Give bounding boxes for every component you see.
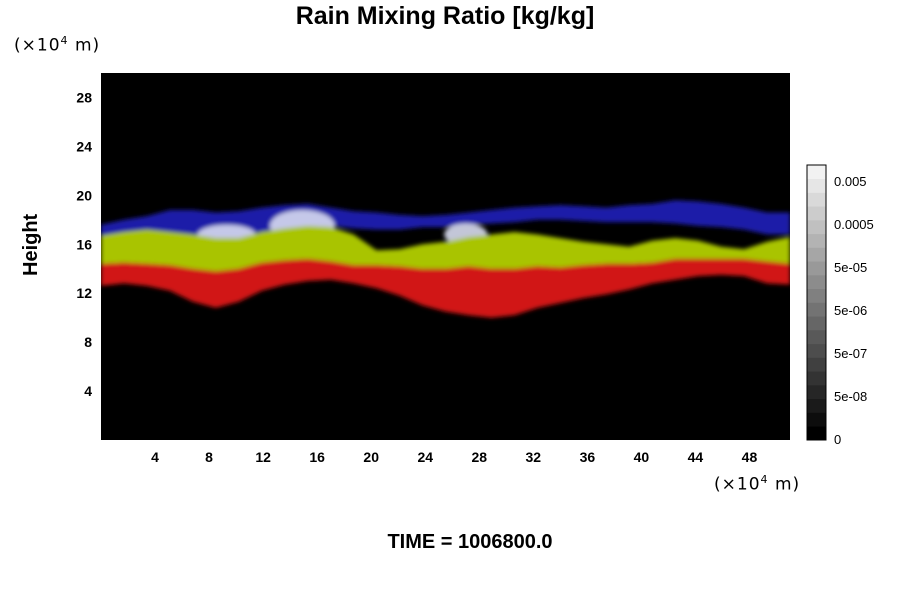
colorbar-swatch-15 [807, 220, 826, 235]
colorbar: 0 5e-08 5e-07 5e-06 5e-05 0.0005 0.005 [806, 164, 874, 447]
x-tick-44: 44 [688, 449, 704, 465]
y-unit-scale-exp: 4 [60, 34, 69, 47]
y-axis-unit: (×104 m) [14, 34, 101, 56]
time-label: TIME = 1006800.0 [387, 531, 553, 553]
colorbar-swatch-18 [807, 178, 826, 193]
x-tick-32: 32 [526, 449, 542, 465]
colorbar-swatch-14 [807, 233, 826, 248]
colorbar-label-3: 5e-06 [834, 303, 867, 318]
colorbar-frame [806, 164, 827, 441]
y-tick-12: 12 [76, 285, 92, 301]
x-tick-labels: 4 8 12 16 20 24 28 32 36 40 44 48 [151, 449, 757, 465]
x-tick-24: 24 [417, 449, 433, 465]
y-tick-20: 20 [76, 187, 92, 203]
colorbar-swatch-10 [807, 288, 826, 303]
y-tick-4: 4 [84, 383, 92, 399]
x-tick-16: 16 [309, 449, 325, 465]
x-tick-8: 8 [205, 449, 213, 465]
colorbar-swatch-5 [807, 357, 826, 372]
colorbar-swatch-7 [807, 330, 826, 345]
colorbar-swatch-3 [807, 385, 826, 400]
colorbar-label-0: 0 [834, 432, 841, 447]
x-tick-36: 36 [580, 449, 596, 465]
colorbar-swatch-19 [807, 165, 826, 180]
colorbar-label-4: 5e-05 [834, 260, 867, 275]
y-tick-labels: 4 8 12 16 20 24 28 [76, 89, 92, 399]
y-tick-24: 24 [76, 138, 92, 154]
colorbar-label-2: 5e-07 [834, 346, 867, 361]
colorbar-swatch-12 [807, 261, 826, 276]
x-tick-48: 48 [742, 449, 758, 465]
y-tick-16: 16 [76, 236, 92, 252]
x-unit-scale-exp: 4 [760, 473, 769, 486]
yellow-green-layer [101, 225, 790, 272]
y-unit-label: m [74, 35, 93, 56]
colorbar-swatch-6 [807, 343, 826, 358]
y-tick-28: 28 [76, 89, 92, 105]
x-unit-scale-base: ×10 [721, 474, 761, 495]
colorbar-label-1: 5e-08 [834, 389, 867, 404]
x-axis-unit: (×104 m) [714, 473, 801, 495]
colorbar-swatch-9 [807, 302, 826, 317]
y-unit-scale-base: ×10 [21, 35, 61, 56]
x-tick-40: 40 [634, 449, 650, 465]
colorbar-label-6: 0.005 [834, 174, 867, 189]
colorbar-swatch-11 [807, 275, 826, 290]
colorbar-swatch-1 [807, 412, 826, 427]
colorbar-swatch-17 [807, 192, 826, 207]
plot-area [101, 73, 790, 440]
colorbar-swatch-0 [807, 426, 826, 441]
y-tick-8: 8 [84, 334, 92, 350]
colorbar-label-5: 0.0005 [834, 217, 874, 232]
x-unit-label: m [774, 474, 793, 495]
x-tick-28: 28 [471, 449, 487, 465]
colorbar-swatch-16 [807, 206, 826, 221]
colorbar-swatch-4 [807, 371, 826, 386]
x-tick-4: 4 [151, 449, 159, 465]
colorbar-swatch-8 [807, 316, 826, 331]
chart-title: Rain Mixing Ratio [kg/kg] [295, 2, 595, 30]
colorbar-swatch-2 [807, 398, 826, 413]
red-layer [101, 258, 790, 318]
colorbar-swatch-13 [807, 247, 826, 262]
x-tick-20: 20 [363, 449, 379, 465]
x-tick-12: 12 [255, 449, 271, 465]
